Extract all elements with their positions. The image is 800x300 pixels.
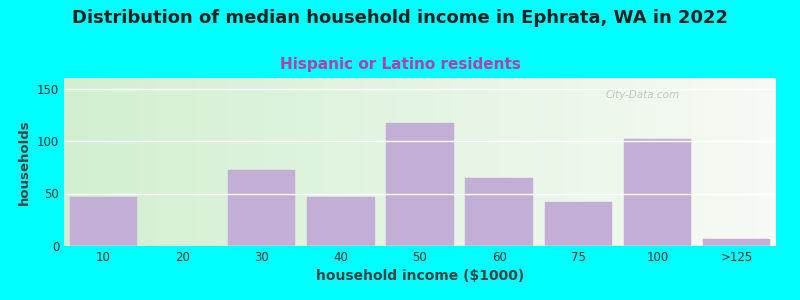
Text: Distribution of median household income in Ephrata, WA in 2022: Distribution of median household income …	[72, 9, 728, 27]
X-axis label: household income ($1000): household income ($1000)	[316, 269, 524, 284]
Bar	[307, 197, 374, 246]
Bar	[228, 170, 295, 246]
Bar	[70, 197, 137, 246]
Bar	[545, 202, 612, 246]
Y-axis label: households: households	[18, 119, 31, 205]
Bar	[703, 239, 770, 246]
Bar	[386, 123, 454, 246]
Text: Hispanic or Latino residents: Hispanic or Latino residents	[279, 57, 521, 72]
Bar	[466, 178, 533, 246]
Bar	[624, 139, 691, 246]
Text: City-Data.com: City-Data.com	[605, 90, 679, 100]
